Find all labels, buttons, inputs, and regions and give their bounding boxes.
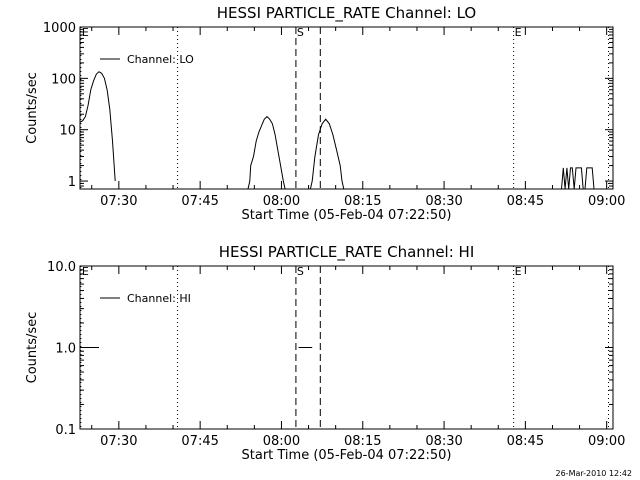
panel-2-chart-title: HESSI PARTICLE_RATE Channel: HI	[219, 243, 475, 262]
panel-1-y-tick-label: 10	[59, 124, 76, 139]
plot-timestamp: 26-Mar-2010 12:42	[556, 469, 633, 478]
panel-2-x-tick-label: 07:30	[100, 434, 137, 449]
panel-2-y-tick-label: 0.1	[55, 423, 76, 438]
panel-1-x-tick-label: 08:30	[425, 194, 462, 209]
panel-2-marker-label: E	[515, 265, 522, 278]
panel-1-plot-frame	[79, 26, 614, 190]
panel-1-marker-label: S	[297, 26, 304, 39]
panel-1-y-tick-label: 1	[68, 175, 76, 190]
panel-1-x-tick-label: 07:30	[100, 194, 137, 209]
panel-1-series-line	[561, 167, 595, 190]
panel-1-legend-label: Channel: LO	[127, 53, 194, 66]
panel-2-x-tick-label: 07:45	[181, 434, 218, 449]
panel-1-y-tick-label: 1000	[43, 21, 76, 36]
panel-2-x-axis-label: Start Time (05-Feb-04 07:22:50)	[242, 448, 452, 463]
panel-1-x-tick-label: 08:00	[263, 194, 300, 209]
panel-1-marker-label: E	[515, 26, 522, 39]
panel-1-x-axis-label: Start Time (05-Feb-04 07:22:50)	[242, 208, 452, 223]
panel-1-x-tick-label: 07:45	[181, 194, 218, 209]
panel-1-chart-title: HESSI PARTICLE_RATE Channel: LO	[217, 4, 476, 23]
panel-2-marker-label: S	[297, 265, 304, 278]
panel-2-legend-label: Channel: HI	[127, 292, 191, 305]
panel-2-x-tick-label: 08:30	[425, 434, 462, 449]
panel-1-series-line	[247, 115, 286, 190]
panel-1-x-tick-label: 09:00	[588, 194, 625, 209]
panel-1-series-line	[309, 118, 345, 190]
panel-2-plot-frame	[79, 265, 614, 430]
panel-2-marker-label: E	[82, 265, 89, 278]
panel-1-marker-label: E	[82, 26, 89, 39]
panel-1-series-line	[79, 71, 116, 182]
panel-2-y-tick-label: 1.0	[55, 342, 76, 357]
panel-1-x-tick-label: 08:45	[507, 194, 544, 209]
panel-1-x-tick-label: 08:15	[344, 194, 381, 209]
panel-2-y-axis-label: Counts/sec	[25, 312, 40, 384]
panel-2-x-tick-label: 08:15	[344, 434, 381, 449]
panel-1-y-axis-label: Counts/sec	[25, 72, 40, 144]
panel-1-y-tick-label: 100	[51, 72, 76, 87]
panel-2-x-tick-label: 09:00	[588, 434, 625, 449]
panel-2-x-tick-label: 08:00	[263, 434, 300, 449]
panel-2-y-tick-label: 10.0	[47, 260, 76, 275]
panel-2-x-tick-label: 08:45	[507, 434, 544, 449]
